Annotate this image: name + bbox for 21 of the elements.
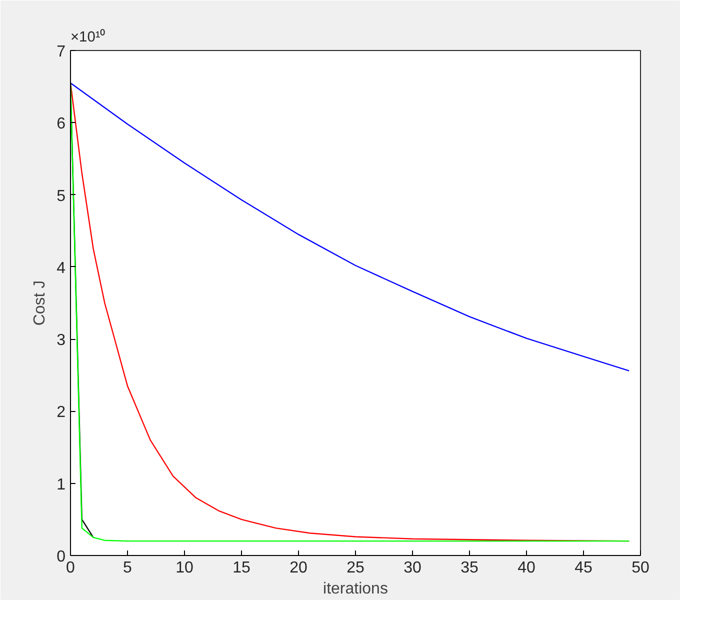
x-tick-label: 40 bbox=[518, 560, 536, 576]
x-axis-title: iterations bbox=[323, 580, 388, 598]
x-tick-label: 15 bbox=[232, 560, 250, 576]
x-tick-label: 45 bbox=[574, 560, 592, 576]
y-tick-label: 3 bbox=[56, 332, 66, 350]
x-tick-label: 10 bbox=[176, 560, 194, 576]
x-tick-label: 20 bbox=[290, 560, 308, 576]
y-tick-label: 1 bbox=[56, 476, 66, 494]
y-tick-label: 6 bbox=[56, 116, 66, 133]
y-tick-label: 2 bbox=[56, 404, 66, 422]
x-tick-label: 30 bbox=[404, 560, 422, 576]
text: ×10¹⁰ bbox=[70, 28, 106, 46]
y-tick-label: 7 bbox=[56, 44, 66, 60]
x-tick-label: 50 bbox=[632, 560, 650, 576]
y-tick-label: 0 bbox=[56, 548, 66, 566]
y-tick-label: 4 bbox=[56, 260, 66, 277]
x-tick-label: 5 bbox=[123, 560, 132, 576]
x-tick-label: 25 bbox=[346, 560, 364, 576]
x-tick-label: 35 bbox=[460, 560, 478, 576]
y-axis-title: Cost J bbox=[32, 280, 49, 326]
y-tick-label: 5 bbox=[56, 188, 66, 205]
